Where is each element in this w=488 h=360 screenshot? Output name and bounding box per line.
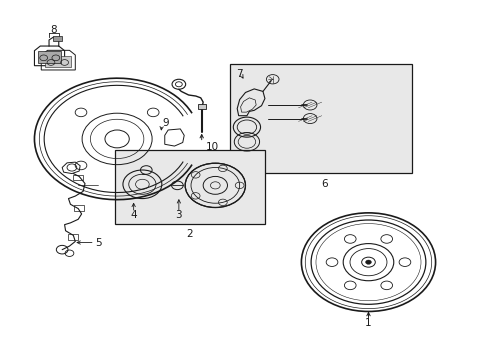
Circle shape bbox=[365, 260, 371, 264]
Bar bbox=[45, 57, 71, 67]
Text: 6: 6 bbox=[321, 179, 327, 189]
Text: 9: 9 bbox=[162, 118, 169, 128]
Bar bbox=[38, 51, 61, 63]
Text: 2: 2 bbox=[186, 229, 193, 239]
Bar bbox=[53, 36, 62, 41]
Text: 1: 1 bbox=[365, 318, 371, 328]
Text: 10: 10 bbox=[205, 142, 218, 152]
Text: 7: 7 bbox=[236, 68, 243, 78]
Text: 5: 5 bbox=[95, 238, 102, 248]
Bar bbox=[115, 150, 265, 224]
Bar bbox=[229, 64, 411, 173]
Text: 3: 3 bbox=[175, 210, 182, 220]
Bar bbox=[198, 104, 205, 109]
Text: 8: 8 bbox=[50, 25, 57, 35]
Text: 4: 4 bbox=[130, 210, 137, 220]
